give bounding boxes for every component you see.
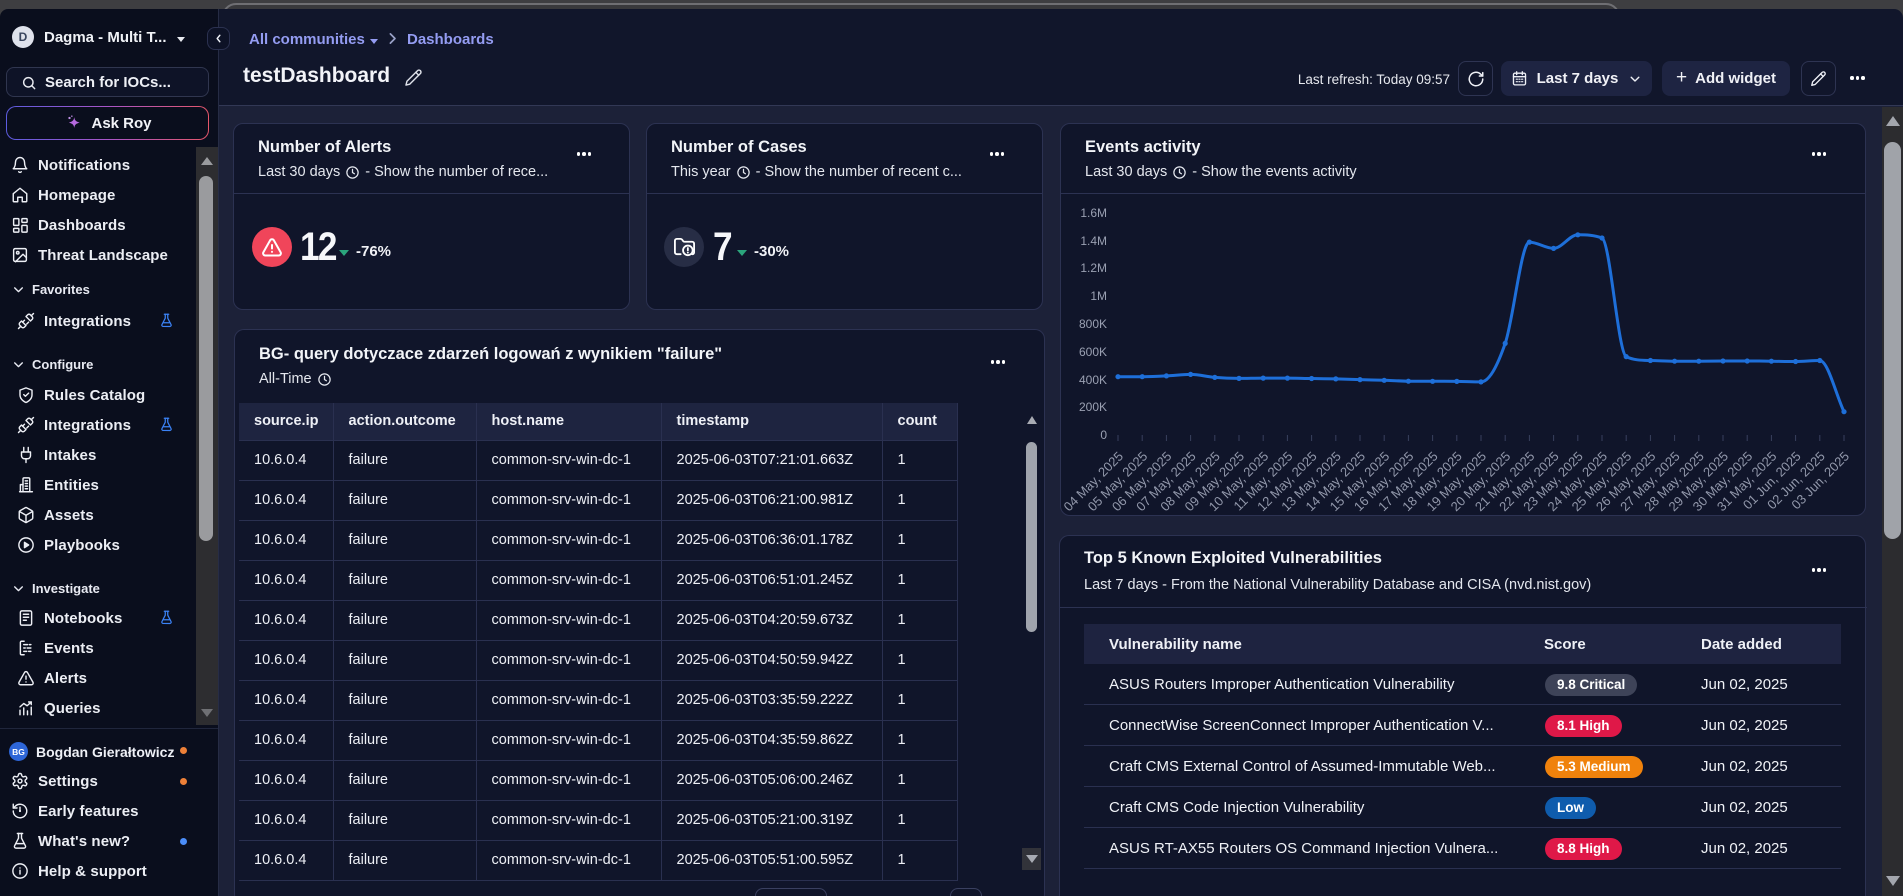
svg-text:600K: 600K — [1079, 345, 1107, 359]
svg-text:400K: 400K — [1079, 373, 1107, 387]
svg-text:1.2M: 1.2M — [1080, 261, 1107, 275]
svg-text:200K: 200K — [1079, 400, 1107, 414]
svg-text:0: 0 — [1100, 428, 1107, 442]
svg-text:1.6M: 1.6M — [1080, 206, 1107, 220]
svg-text:1.4M: 1.4M — [1080, 234, 1107, 248]
svg-text:800K: 800K — [1079, 317, 1107, 331]
svg-text:1M: 1M — [1090, 289, 1107, 303]
